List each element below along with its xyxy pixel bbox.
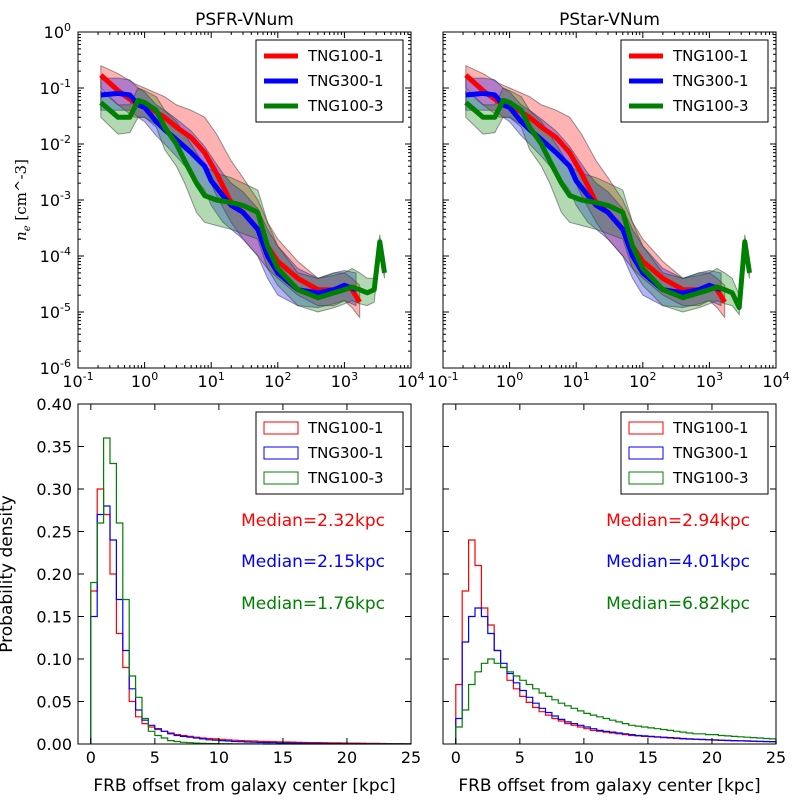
- x-tick-label: 103: [696, 370, 723, 391]
- legend: TNG100-1 TNG300-1 TNG100-3: [255, 411, 404, 495]
- axes-bl: 0 5 10 15 20 25 0.00 0.05 0.10 0.15 0.20 0.25 0.30 0.…: [0, 395, 421, 796]
- y-tick-label: 0.30: [36, 480, 72, 499]
- x-tick-label: 20: [337, 748, 357, 767]
- x-tick-label: 25: [401, 748, 421, 767]
- legend: TNG100-1 TNG300-1 TNG100-3: [620, 39, 769, 123]
- x-tick-label: 25: [766, 748, 786, 767]
- x-tick-label: 0: [451, 748, 461, 767]
- y-tick-label: 10-1: [40, 77, 71, 98]
- x-tick-label: 5: [150, 748, 160, 767]
- plot-frame: [77, 403, 412, 745]
- legend-frame: [255, 411, 404, 495]
- x-tick-label: 5: [515, 748, 525, 767]
- plot-frame: [442, 31, 777, 369]
- confidence-band: [100, 87, 385, 313]
- legend-entry: TNG100-3: [307, 97, 384, 115]
- legend-entry: TNG100-3: [307, 469, 384, 487]
- legend-frame: [620, 411, 769, 495]
- x-tick-label: 15: [638, 748, 658, 767]
- axes-tr: 10-1 100 101 102 103 104 PStar-VNum: [427, 10, 789, 391]
- x-tick-label: 104: [397, 370, 424, 391]
- chart-title: PSFR-VNum: [195, 10, 294, 30]
- legend-swatch: [263, 446, 299, 460]
- legend-entry: TNG100-1: [672, 419, 749, 437]
- median-annotation: Median=4.01kpc: [606, 552, 750, 572]
- median-annotation: Median=6.82kpc: [606, 594, 750, 614]
- median-annotation: Median=2.15kpc: [241, 552, 385, 572]
- y-tick-label: 0.15: [36, 608, 72, 627]
- legend-swatch: [628, 446, 664, 460]
- y-tick-label: 0.20: [36, 565, 72, 584]
- plot-area: [99, 64, 387, 319]
- x-tick-label: 101: [198, 370, 225, 391]
- x-tick-label: 10: [209, 748, 229, 767]
- y-axis-label: Probability density: [0, 495, 17, 653]
- legend-entry: TNG300-1: [672, 72, 749, 90]
- chart-title: PStar-VNum: [559, 10, 660, 30]
- histogram-step: [455, 658, 777, 744]
- y-tick-label: 0.00: [36, 735, 72, 754]
- series-line: [464, 97, 752, 311]
- legend-swatch: [628, 421, 664, 435]
- y-tick-label: 100: [44, 21, 71, 42]
- axes-br: 0 5 10 15 20 25 FRB offset from galaxy center …: [442, 403, 786, 796]
- median-annotation: Median=2.94kpc: [606, 511, 750, 531]
- x-tick-label: 102: [629, 370, 656, 391]
- histogram-step: [90, 505, 412, 745]
- x-tick-label: 104: [762, 370, 789, 391]
- x-tick-label: 103: [331, 370, 358, 391]
- x-tick-label: 20: [702, 748, 722, 767]
- histogram-step: [455, 607, 777, 744]
- series-line: [99, 97, 387, 301]
- y-tick-label: 10-4: [40, 245, 71, 266]
- median-annotation: Median=2.32kpc: [241, 511, 385, 531]
- y-axis-label: ne [cm^-3]: [12, 159, 33, 241]
- legend-entry: TNG300-1: [307, 72, 384, 90]
- x-tick-label: 10-1: [62, 370, 93, 391]
- x-axis-label: FRB offset from galaxy center [kpc]: [458, 776, 760, 796]
- x-tick-label: 102: [264, 370, 291, 391]
- y-tick-label: 0.05: [36, 693, 72, 712]
- legend: TNG100-1 TNG300-1 TNG100-3: [255, 39, 404, 123]
- axes-tl: 10-1 100 101 102 103 104 10-6 10-5 10-4 10-3 10-2 1…: [12, 10, 425, 391]
- x-tick-label: 15: [273, 748, 293, 767]
- median-annotation: Median=1.76kpc: [241, 594, 385, 614]
- y-tick-label: 0.10: [36, 650, 72, 669]
- y-tick-label: 10-5: [40, 301, 71, 322]
- legend-entry: TNG100-1: [307, 47, 384, 65]
- y-tick-label: 0.35: [36, 438, 72, 457]
- legend-swatch: [263, 421, 299, 435]
- x-tick-label: 10-1: [427, 370, 458, 391]
- plot-area: [464, 64, 752, 319]
- x-tick-label: 100: [131, 370, 158, 391]
- legend-entry: TNG100-1: [672, 47, 749, 65]
- x-axis-label: FRB offset from galaxy center [kpc]: [93, 776, 395, 796]
- legend-swatch: [263, 471, 299, 485]
- plot-frame: [77, 31, 412, 369]
- legend-entry: TNG300-1: [672, 444, 749, 462]
- legend-entry: TNG300-1: [307, 444, 384, 462]
- confidence-band: [465, 87, 750, 316]
- plot-area: [455, 539, 777, 744]
- plot-frame: [442, 403, 777, 745]
- legend-entry: TNG100-1: [307, 419, 384, 437]
- y-tick-label: 0.40: [36, 395, 72, 414]
- y-tick-label: 0.25: [36, 523, 72, 542]
- x-tick-label: 101: [563, 370, 590, 391]
- y-tick-label: 10-6: [40, 357, 71, 378]
- legend-entry: TNG100-3: [672, 469, 749, 487]
- y-tick-label: 10-3: [40, 189, 71, 210]
- y-tick-label: 10-2: [40, 133, 71, 154]
- x-tick-label: 0: [86, 748, 96, 767]
- x-tick-label: 10: [574, 748, 594, 767]
- legend: TNG100-1 TNG300-1 TNG100-3: [620, 411, 769, 495]
- x-tick-label: 100: [496, 370, 523, 391]
- legend-entry: TNG100-3: [672, 97, 749, 115]
- legend-swatch: [628, 471, 664, 485]
